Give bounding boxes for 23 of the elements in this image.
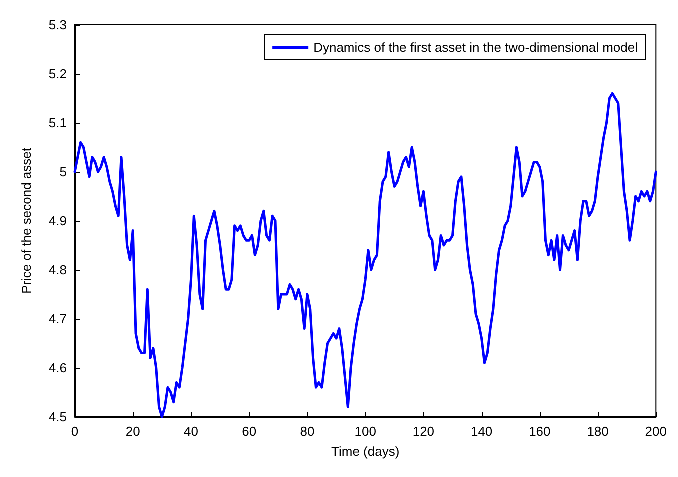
y-tick-label: 4.6 [48,360,67,376]
y-tick-label: 5 [60,164,67,180]
y-tick-label: 5.3 [48,18,67,32]
x-tick-label: 80 [300,424,315,439]
x-tick-label: 20 [126,424,140,439]
x-tick-label: 40 [184,424,198,439]
x-tick-label: 200 [645,424,668,439]
y-tick-label: 4.5 [48,410,67,424]
legend-label: Dynamics of the first asset in the two-dimensional model [314,40,638,55]
x-tick-label: 120 [412,424,435,439]
y-axis-title: Price of the second asset [19,148,34,294]
x-tick-label: 180 [587,424,609,439]
x-tick-label: 60 [242,424,257,439]
y-tick-label: 5.1 [48,116,67,130]
y-tick-label: 4.8 [48,262,67,278]
x-axis-title: Time (days) [332,444,400,459]
y-tick-label: 5.2 [48,66,67,82]
y-tick-label: 4.7 [48,312,67,326]
x-tick-label: 160 [529,424,551,439]
x-tick-label: 100 [354,424,376,439]
x-tick-label: 140 [470,424,493,439]
x-tick-label: 0 [71,424,79,439]
y-tick-label: 4.9 [48,214,67,228]
